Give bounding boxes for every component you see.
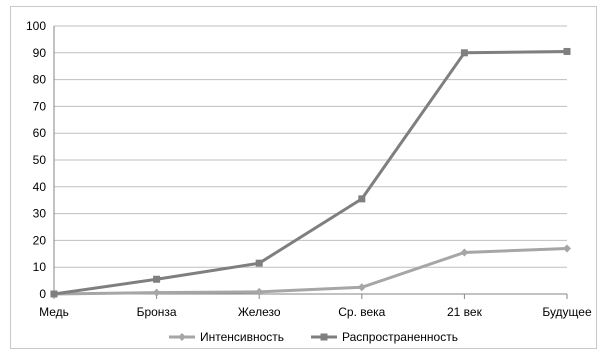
x-tick-label: Бронза [137,305,177,319]
gridlines [54,25,567,268]
y-tick-label: 70 [33,99,47,113]
y-tick-label: 0 [39,287,46,301]
x-tick-label: Железо [238,305,281,319]
legend-label: Распространенность [342,330,458,344]
x-tick-label: Будущее [542,305,592,319]
y-tick-label: 50 [33,153,47,167]
data-point [153,275,161,283]
axes [53,26,568,299]
legend-label: Интенсивность [200,330,284,344]
line-chart: 0 10 20 30 40 50 60 70 80 90 100 Медь Бронза Железо С… [26,19,592,344]
data-point [255,259,263,267]
series-line [52,49,569,296]
y-tick-label: 90 [33,46,47,60]
data-point [358,195,366,203]
y-tick-label: 20 [33,233,47,247]
y-tick-label: 60 [33,126,47,140]
data-point [460,248,469,257]
data-point [460,49,468,57]
y-tick-label: 40 [33,180,47,194]
y-tick-label: 100 [26,19,46,33]
y-tick-label: 80 [33,73,47,87]
x-tick-label: Медь [39,305,69,319]
legend-item-1: Интенсивность [169,330,284,344]
data-point [152,288,161,297]
legend-item-2: Распространенность [311,330,458,344]
data-point [50,290,58,298]
series-1 [50,244,571,298]
x-tick-labels: Медь Бронза Железо Ср. века 21 век Будущее [39,305,592,319]
legend-marker [178,333,186,341]
y-tick-labels: 0 10 20 30 40 50 60 70 80 90 100 [26,19,46,301]
data-point [563,244,571,253]
data-point [563,47,571,55]
series [50,47,571,298]
legend-marker [320,333,328,341]
y-tick-label: 30 [33,207,47,221]
data-point [357,283,366,292]
chart-frame: 0 10 20 30 40 50 60 70 80 90 100 Медь Бронза Железо С… [10,6,597,349]
legend: Интенсивность Распространенность [169,330,458,344]
x-tick-label: Ср. века [338,305,385,319]
x-tick-label: 21 век [447,305,483,319]
series-2 [50,47,571,298]
series-line [52,246,569,296]
data-point [255,287,264,296]
y-tick-label: 10 [33,260,47,274]
